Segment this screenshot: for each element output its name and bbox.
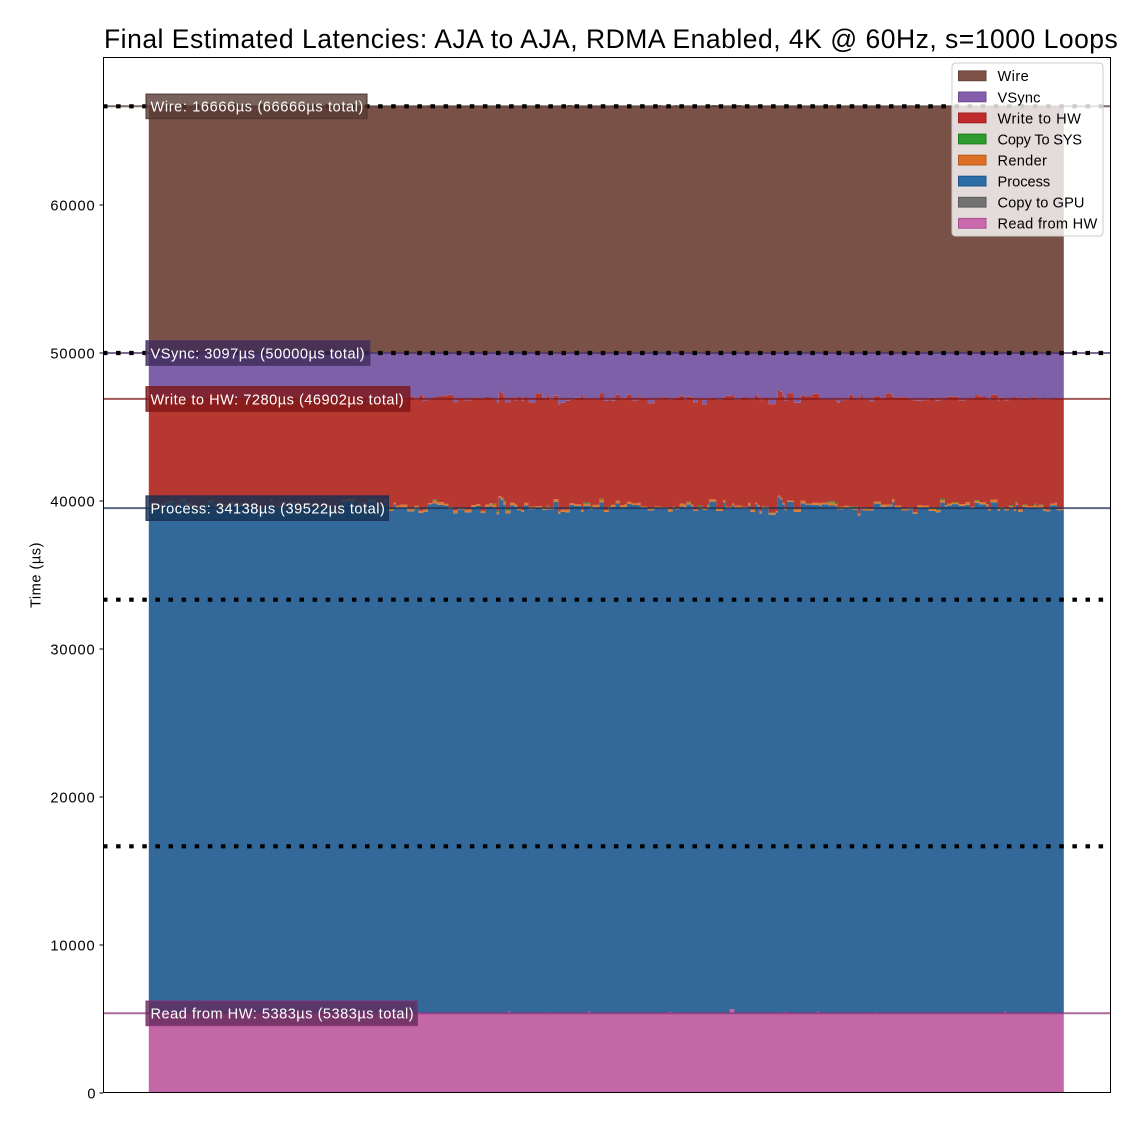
svg-text:30000: 30000	[50, 642, 95, 658]
svg-text:Render: Render	[998, 154, 1048, 170]
svg-text:Final Estimated Latencies: AJA: Final Estimated Latencies: AJA to AJA, R…	[104, 24, 1118, 54]
svg-text:40000: 40000	[50, 494, 95, 510]
svg-text:Read from HW: 5383µs (5383µs t: Read from HW: 5383µs (5383µs total)	[151, 1007, 415, 1023]
svg-text:50000: 50000	[50, 346, 95, 362]
svg-text:Read from HW: Read from HW	[998, 217, 1098, 233]
svg-text:Copy To SYS: Copy To SYS	[998, 132, 1083, 148]
svg-text:20000: 20000	[50, 790, 95, 806]
svg-text:Write to HW: Write to HW	[998, 111, 1082, 127]
svg-text:VSync: VSync	[998, 90, 1041, 106]
svg-text:Write to HW: 7280µs (46902µs t: Write to HW: 7280µs (46902µs total)	[151, 392, 405, 408]
svg-text:Wire: 16666µs (66666µs total): Wire: 16666µs (66666µs total)	[151, 100, 365, 116]
svg-text:Process: 34138µs (39522µs tota: Process: 34138µs (39522µs total)	[151, 502, 386, 518]
svg-text:10000: 10000	[50, 938, 95, 954]
svg-text:Copy to GPU: Copy to GPU	[998, 196, 1085, 212]
svg-text:0: 0	[87, 1086, 95, 1102]
svg-text:Wire: Wire	[998, 69, 1030, 85]
svg-text:60000: 60000	[50, 198, 95, 214]
svg-text:VSync: 3097µs (50000µs total): VSync: 3097µs (50000µs total)	[151, 346, 366, 362]
svg-text:Process: Process	[998, 175, 1051, 191]
svg-text:Time (µs): Time (µs)	[29, 542, 45, 608]
